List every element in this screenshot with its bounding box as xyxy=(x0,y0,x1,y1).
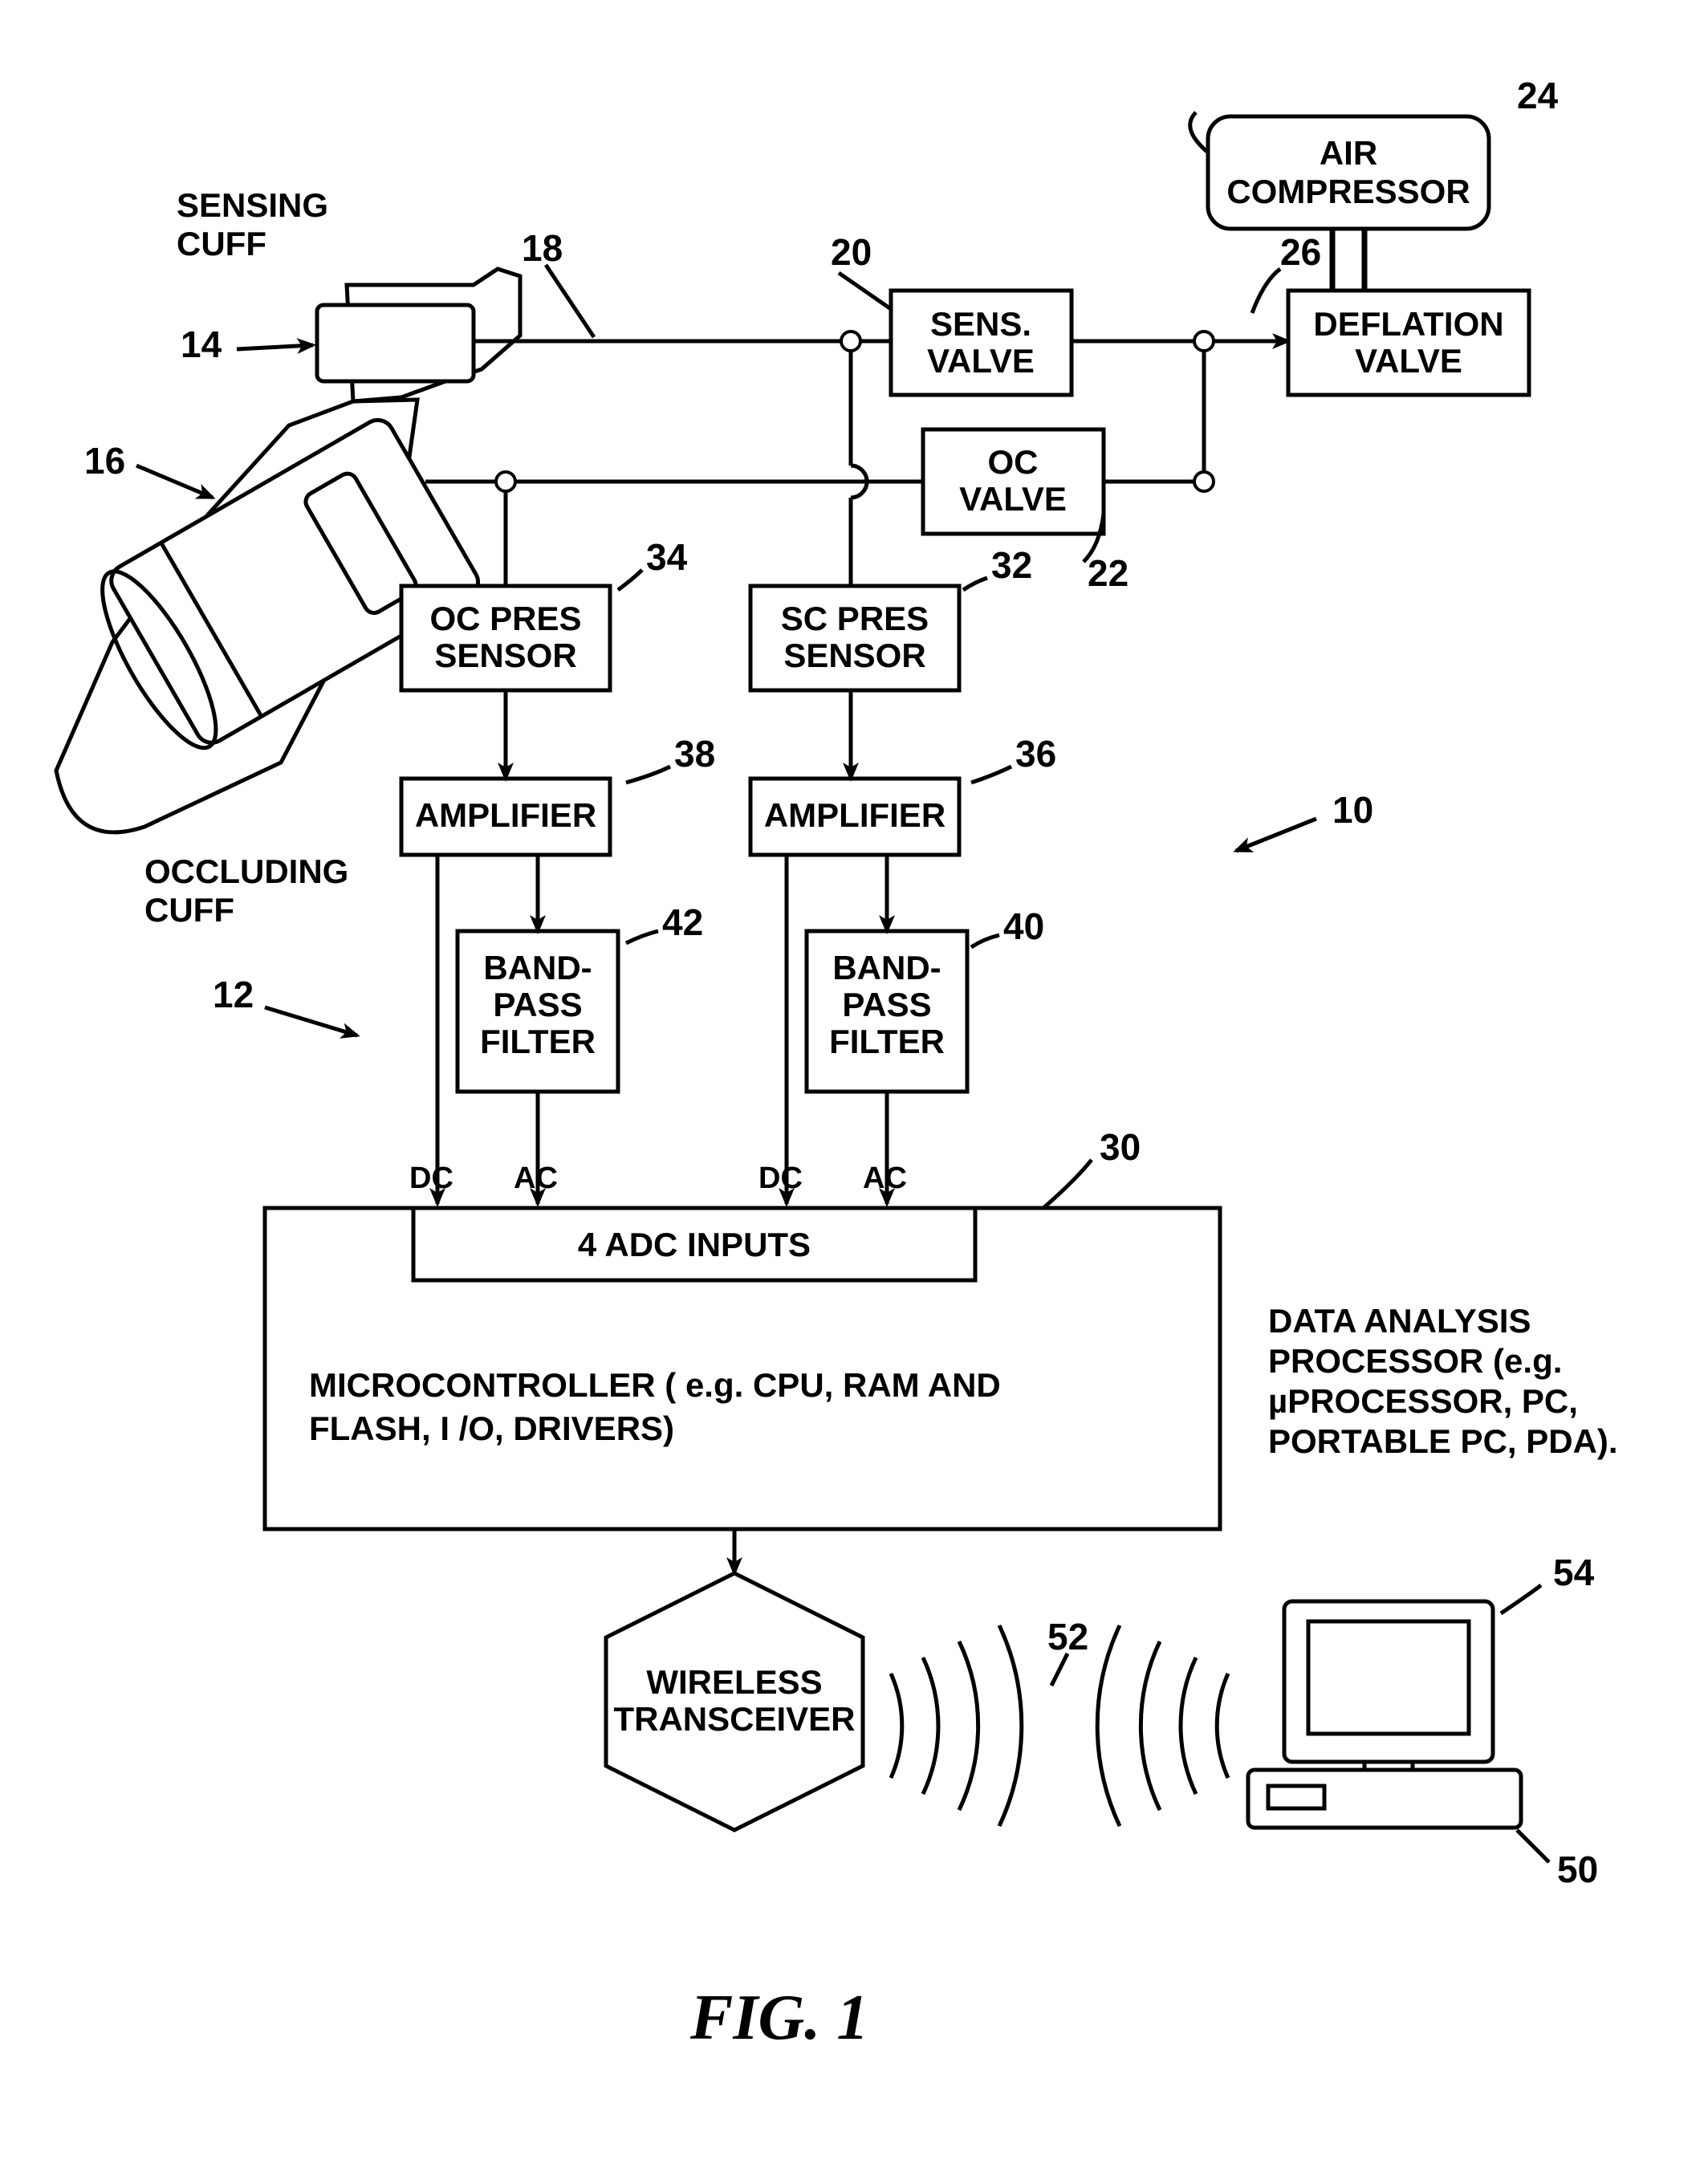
ref-24: 24 xyxy=(1517,75,1559,116)
adc-text: 4 ADC INPUTS xyxy=(578,1226,811,1263)
wireless-text: WIRELESSTRANSCEIVER xyxy=(613,1663,855,1738)
ref-12: 12 xyxy=(213,974,254,1015)
ref-18: 18 xyxy=(522,227,563,269)
bpf-sc-text: BAND-PASSFILTER xyxy=(829,949,945,1060)
amplifier-oc-text: AMPLIFIER xyxy=(415,796,596,834)
ref-40: 40 xyxy=(1003,905,1044,947)
ac-label-oc: AC xyxy=(514,1161,558,1195)
sensing-cuff xyxy=(317,305,474,381)
ref-14: 14 xyxy=(181,323,222,365)
ref-16: 16 xyxy=(84,440,125,482)
ref-30: 30 xyxy=(1100,1126,1141,1168)
sensing-cuff-label: SENSINGCUFF xyxy=(177,186,328,262)
wireless-arcs-left xyxy=(891,1625,1022,1826)
sc-pres-sensor-text: SC PRESSENSOR xyxy=(781,600,929,674)
ref-20: 20 xyxy=(831,231,872,273)
computer-icon xyxy=(1248,1601,1521,1828)
oc-pres-sensor-text: OC PRESSENSOR xyxy=(429,600,581,674)
arm-cuffs-illustration xyxy=(56,269,520,832)
ref-42: 42 xyxy=(662,901,703,943)
dc-label-sc: DC xyxy=(758,1161,803,1195)
ref-26: 26 xyxy=(1280,231,1321,273)
ref-50: 50 xyxy=(1557,1849,1598,1890)
ref-22: 22 xyxy=(1088,552,1128,594)
ref-36: 36 xyxy=(1015,733,1056,775)
figure-caption: FIG. 1 xyxy=(689,1983,868,2053)
amplifier-sc-text: AMPLIFIER xyxy=(764,796,946,834)
ac-label-sc: AC xyxy=(863,1161,907,1195)
bpf-oc-text: BAND-PASSFILTER xyxy=(480,949,596,1060)
data-analysis-text: DATA ANALYSISPROCESSOR (e.g.µPROCESSOR, … xyxy=(1268,1302,1618,1460)
wireless-arcs-right xyxy=(1097,1625,1228,1826)
sens-valve-text: SENS.VALVE xyxy=(927,305,1035,380)
ref-54: 54 xyxy=(1553,1552,1595,1593)
ref-32: 32 xyxy=(991,544,1032,586)
dc-label-oc: DC xyxy=(409,1161,453,1195)
occluding-cuff-label: OCCLUDINGCUFF xyxy=(144,852,348,929)
ref-10: 10 xyxy=(1332,789,1373,831)
ref-52: 52 xyxy=(1047,1616,1088,1658)
ref-38: 38 xyxy=(674,733,715,775)
ref-34: 34 xyxy=(646,536,688,578)
